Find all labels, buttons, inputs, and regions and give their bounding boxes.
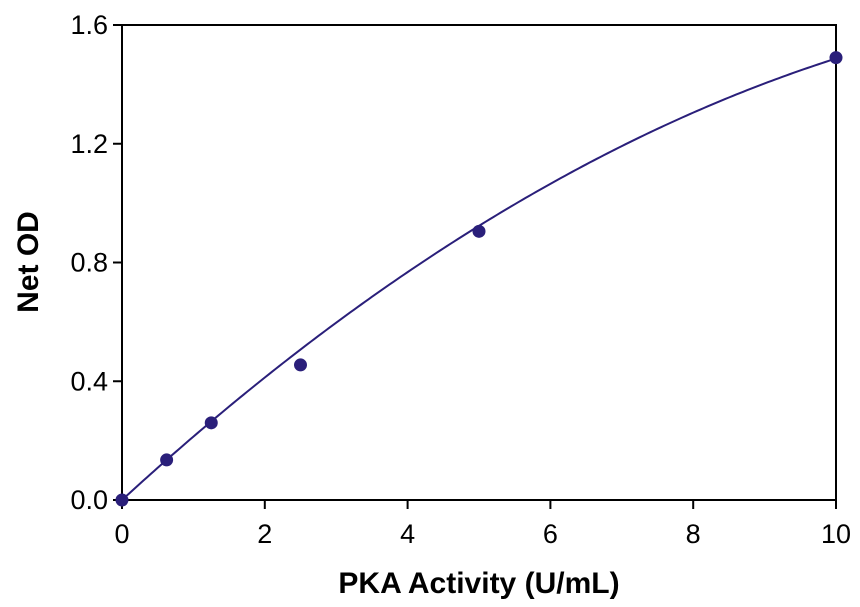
y-tick-label: 0.4 — [70, 366, 108, 396]
data-point — [115, 493, 129, 507]
data-points — [115, 51, 843, 507]
data-point — [204, 416, 218, 430]
data-point — [829, 51, 843, 65]
fit-curve — [121, 57, 837, 501]
x-tick-label: 10 — [821, 519, 851, 549]
x-tick-label: 0 — [114, 519, 129, 549]
x-tick-label: 4 — [400, 519, 415, 549]
y-tick-label: 1.6 — [70, 10, 108, 40]
data-point — [294, 358, 307, 372]
x-axis-title: PKA Activity (U/mL) — [338, 567, 619, 600]
data-point — [472, 224, 486, 238]
plot-frame — [121, 24, 837, 501]
y-tick-label: 1.2 — [70, 129, 108, 159]
y-tick-label: 0.0 — [70, 485, 108, 515]
y-tick-label: 0.8 — [70, 248, 108, 278]
x-axis: 0 2 4 6 8 10 — [114, 500, 851, 549]
x-tick-label: 6 — [543, 519, 558, 549]
x-tick-label: 2 — [257, 519, 272, 549]
y-axis: 0.0 0.4 0.8 1.2 1.6 — [70, 10, 122, 515]
data-point — [160, 453, 174, 467]
y-axis-title: Net OD — [12, 211, 45, 313]
x-tick-label: 8 — [686, 519, 701, 549]
